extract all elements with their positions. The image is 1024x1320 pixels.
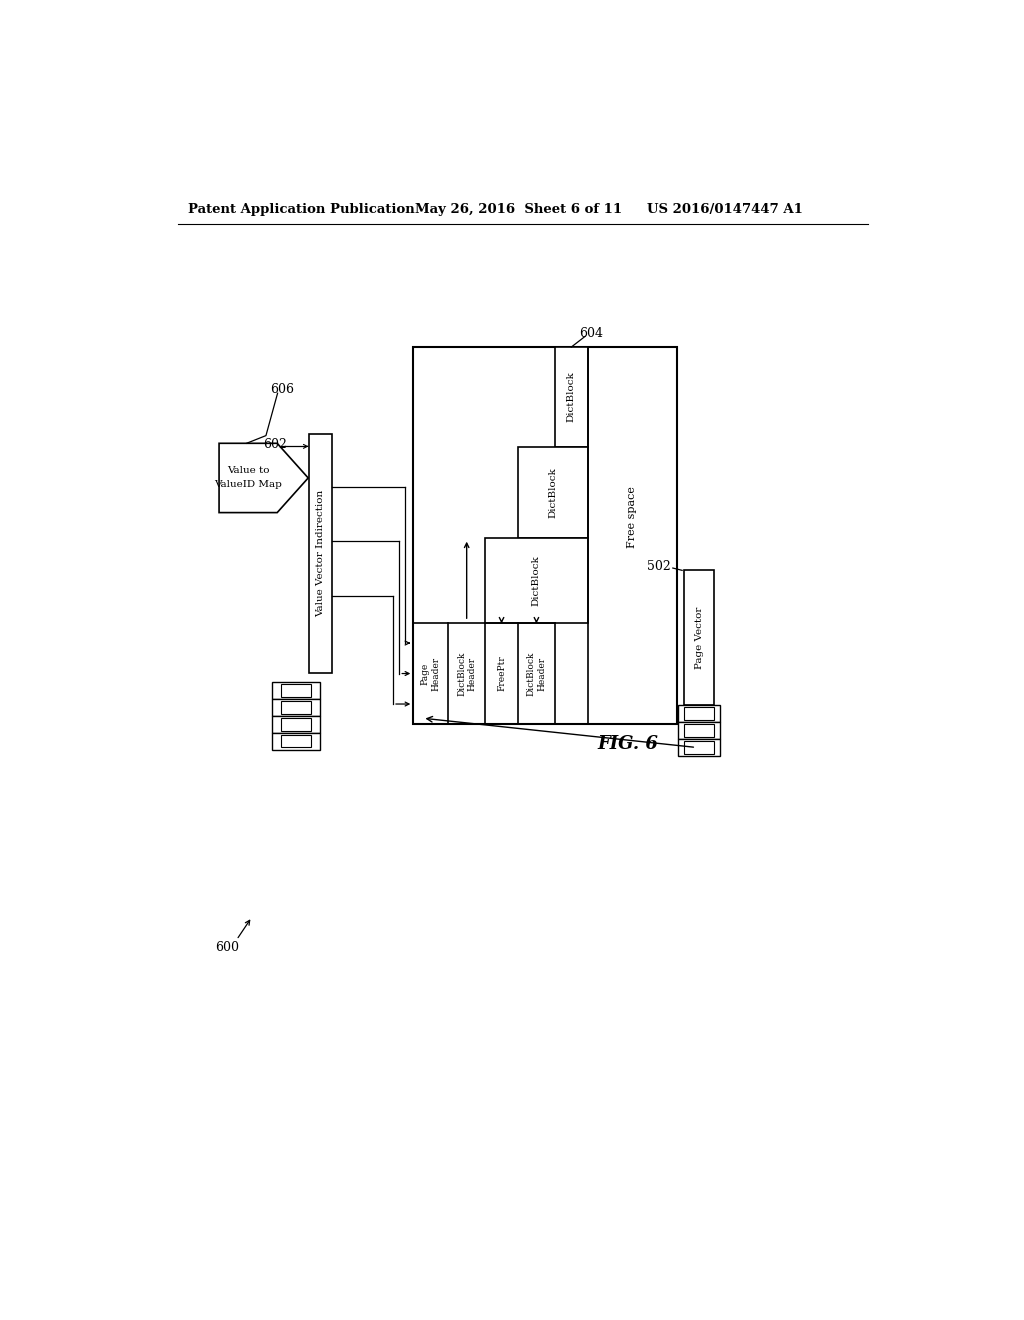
Text: Patent Application Publication: Patent Application Publication [188, 203, 415, 216]
Text: DictBlock
Header: DictBlock Header [457, 651, 476, 696]
Text: ValueID Map: ValueID Map [214, 479, 282, 488]
FancyBboxPatch shape [555, 347, 588, 447]
Text: 606: 606 [270, 383, 294, 396]
Text: 502: 502 [647, 560, 671, 573]
Text: Page
Header: Page Header [421, 656, 440, 690]
Text: DictBlock: DictBlock [567, 372, 575, 422]
Text: Value to: Value to [227, 466, 269, 475]
Text: 602: 602 [263, 438, 288, 451]
FancyBboxPatch shape [272, 715, 321, 733]
FancyBboxPatch shape [518, 447, 588, 539]
Polygon shape [219, 444, 308, 512]
Text: FIG. 6: FIG. 6 [597, 735, 658, 752]
Text: DictBlock: DictBlock [531, 554, 541, 606]
FancyBboxPatch shape [414, 347, 677, 725]
Text: US 2016/0147447 A1: US 2016/0147447 A1 [647, 203, 803, 216]
FancyBboxPatch shape [684, 708, 714, 719]
FancyBboxPatch shape [272, 733, 321, 750]
FancyBboxPatch shape [282, 735, 311, 747]
Text: 604: 604 [579, 327, 603, 341]
Text: DictBlock: DictBlock [548, 467, 557, 517]
Text: FreePtr: FreePtr [497, 656, 506, 692]
FancyBboxPatch shape [678, 705, 720, 722]
FancyBboxPatch shape [282, 718, 311, 730]
Text: Free space: Free space [627, 486, 637, 548]
Text: 600: 600 [215, 941, 240, 954]
FancyBboxPatch shape [678, 722, 720, 739]
FancyBboxPatch shape [684, 742, 714, 754]
FancyBboxPatch shape [308, 434, 332, 673]
FancyBboxPatch shape [282, 701, 311, 714]
Text: Page Vector: Page Vector [694, 606, 703, 669]
FancyBboxPatch shape [684, 570, 714, 705]
FancyBboxPatch shape [272, 682, 321, 700]
FancyBboxPatch shape [678, 739, 720, 756]
FancyBboxPatch shape [272, 700, 321, 715]
FancyBboxPatch shape [684, 725, 714, 737]
Text: DictBlock
Header: DictBlock Header [526, 651, 546, 696]
FancyBboxPatch shape [282, 684, 311, 697]
Text: Value Vector Indirection: Value Vector Indirection [315, 490, 325, 616]
Text: May 26, 2016  Sheet 6 of 11: May 26, 2016 Sheet 6 of 11 [415, 203, 622, 216]
FancyBboxPatch shape [485, 539, 588, 623]
